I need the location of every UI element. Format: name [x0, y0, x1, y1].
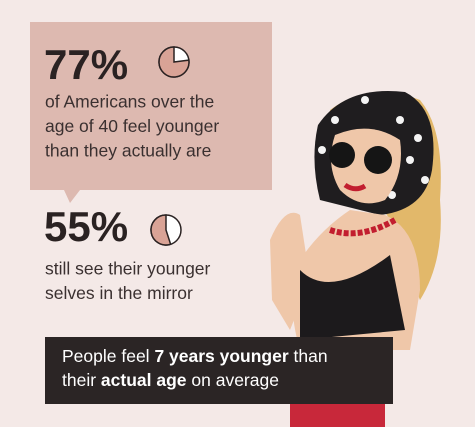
pie-slice [150, 214, 172, 246]
stat-text: selves in the mirror [45, 283, 193, 303]
callout-segment: on average [187, 370, 279, 390]
box-tail [64, 190, 80, 203]
photo [270, 90, 441, 427]
stat-text: than they actually are [45, 141, 211, 161]
callout-line: their actual age on average [62, 370, 279, 390]
stat-value: 55% [44, 203, 128, 250]
stat-box [30, 22, 272, 190]
stat-text: still see their younger [45, 259, 211, 279]
stat-value: 77% [44, 41, 128, 88]
callout-line: People feel 7 years younger than [62, 346, 328, 366]
callout-segment: actual age [101, 370, 187, 390]
callout-segment: 7 years younger [154, 346, 288, 366]
stat-text: of Americans over the [45, 92, 214, 112]
stat-text: age of 40 feel younger [45, 116, 219, 136]
callout-segment: their [62, 370, 101, 390]
pie-slice [158, 46, 190, 78]
callout-segment: People feel [62, 346, 154, 366]
callout-segment: than [289, 346, 328, 366]
callout-box [45, 337, 393, 404]
